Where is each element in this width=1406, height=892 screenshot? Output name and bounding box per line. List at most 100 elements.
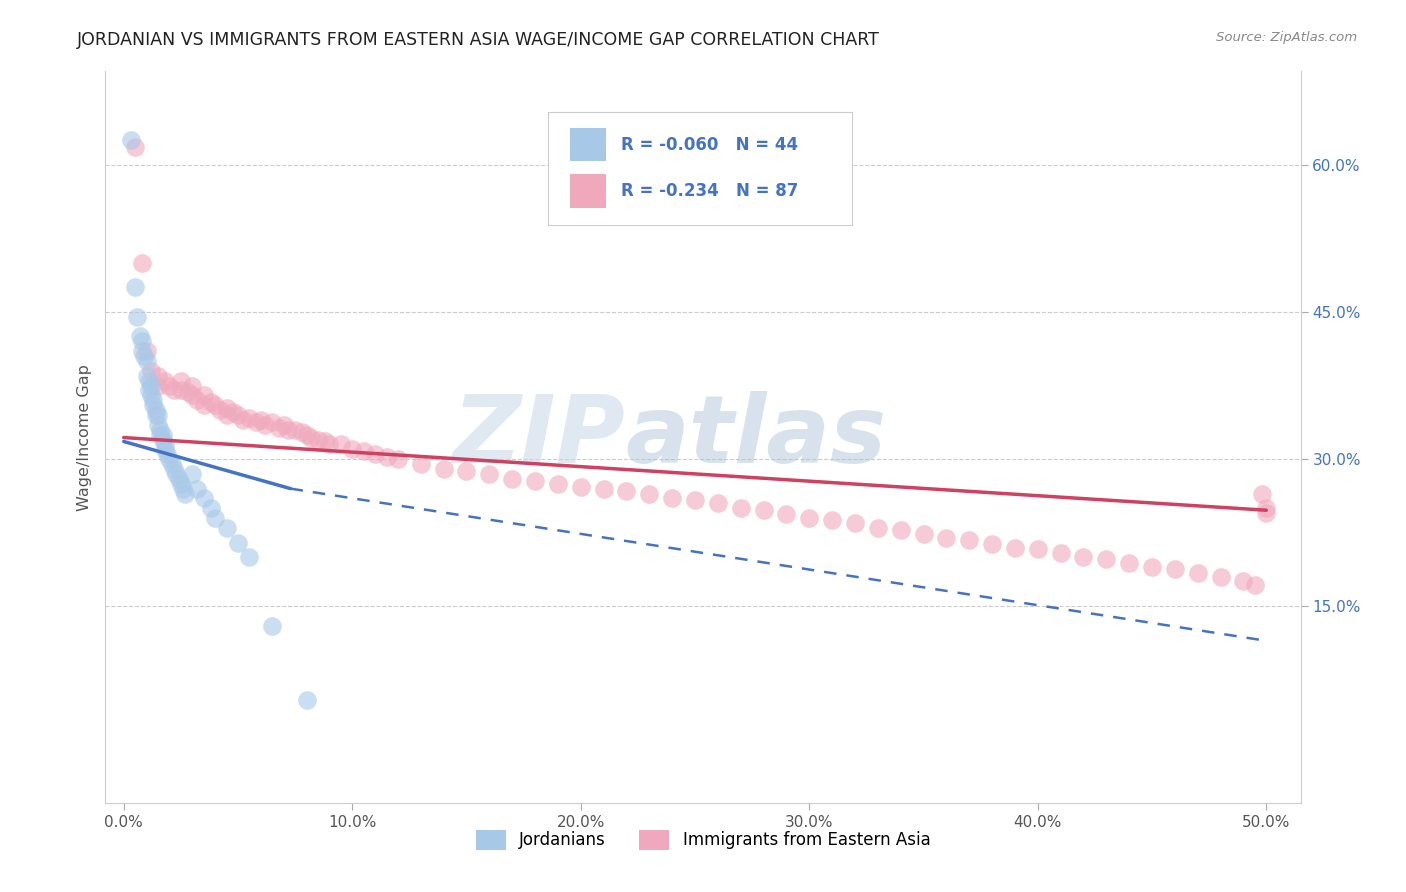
Point <box>262 415 284 429</box>
Point <box>204 511 226 525</box>
Y-axis label: Wage/Income Gap: Wage/Income Gap <box>76 364 91 510</box>
Point <box>1026 542 1049 557</box>
Point <box>174 486 197 500</box>
Point <box>409 457 432 471</box>
Point <box>153 437 176 451</box>
Text: Source: ZipAtlas.com: Source: ZipAtlas.com <box>1216 31 1357 45</box>
Point <box>269 421 291 435</box>
Point <box>170 374 193 388</box>
Point <box>141 378 163 392</box>
Text: ZIP: ZIP <box>453 391 626 483</box>
Point <box>208 403 231 417</box>
Point <box>329 437 352 451</box>
Point <box>193 388 215 402</box>
Point <box>547 476 569 491</box>
Point <box>153 442 176 457</box>
Point <box>204 398 226 412</box>
Point <box>307 433 329 447</box>
Text: R = -0.234   N = 87: R = -0.234 N = 87 <box>620 182 799 201</box>
Point <box>145 408 167 422</box>
Point <box>165 467 187 481</box>
Point <box>273 417 295 432</box>
Point <box>250 413 273 427</box>
Point <box>232 413 254 427</box>
Point <box>1187 566 1209 580</box>
Point <box>181 467 204 481</box>
Point <box>524 474 547 488</box>
Point <box>1256 506 1278 520</box>
Text: atlas: atlas <box>626 391 887 483</box>
Point <box>318 437 340 451</box>
Point <box>254 417 277 432</box>
Point <box>1049 546 1071 560</box>
Point <box>159 452 181 467</box>
Point <box>981 536 1004 550</box>
Point <box>821 513 844 527</box>
Point <box>142 398 165 412</box>
Point <box>1243 578 1265 592</box>
Point <box>299 431 322 445</box>
Point <box>592 482 614 496</box>
Point <box>141 364 163 378</box>
Point <box>146 417 169 432</box>
Point <box>149 427 172 442</box>
Point <box>200 395 222 409</box>
Point <box>935 531 957 545</box>
Point <box>501 472 523 486</box>
Point <box>193 398 215 412</box>
Point <box>1095 552 1118 566</box>
Point <box>387 452 409 467</box>
Point <box>245 415 267 429</box>
Point <box>138 374 160 388</box>
Point <box>238 411 260 425</box>
Point <box>156 447 179 461</box>
Point <box>135 354 157 368</box>
Point <box>163 384 186 398</box>
Point <box>134 349 156 363</box>
Point <box>1118 556 1140 570</box>
Text: JORDANIAN VS IMMIGRANTS FROM EASTERN ASIA WAGE/INCOME GAP CORRELATION CHART: JORDANIAN VS IMMIGRANTS FROM EASTERN ASI… <box>77 31 880 49</box>
Point <box>146 368 169 383</box>
Text: R = -0.060   N = 44: R = -0.060 N = 44 <box>620 136 797 153</box>
Point <box>159 378 181 392</box>
Point <box>170 384 193 398</box>
Point <box>569 480 592 494</box>
Point <box>277 423 299 437</box>
Bar <box>571 128 606 161</box>
Point <box>186 482 208 496</box>
Point <box>353 444 375 458</box>
Point <box>957 533 980 547</box>
Point <box>131 344 153 359</box>
Point <box>181 388 204 402</box>
Point <box>153 374 176 388</box>
Bar <box>571 175 606 208</box>
Point <box>1140 560 1163 574</box>
Point <box>456 464 478 478</box>
Point <box>215 401 238 416</box>
Point <box>181 378 204 392</box>
Point <box>145 403 167 417</box>
Point <box>342 442 364 457</box>
Point <box>135 368 157 383</box>
Point <box>128 329 150 343</box>
Point <box>170 476 193 491</box>
Point <box>167 472 190 486</box>
Point <box>364 447 387 461</box>
Point <box>131 256 153 270</box>
Point <box>752 503 775 517</box>
Point <box>844 516 866 530</box>
Point <box>149 423 172 437</box>
Point <box>1209 570 1232 584</box>
Point <box>141 388 163 402</box>
Point <box>135 344 157 359</box>
Point <box>638 486 661 500</box>
Point <box>912 526 935 541</box>
Point <box>1250 486 1272 500</box>
Point <box>1073 550 1095 565</box>
Point <box>131 334 153 349</box>
Point <box>152 433 174 447</box>
Point <box>222 405 245 419</box>
Point <box>262 619 284 633</box>
Point <box>683 493 706 508</box>
Point <box>314 434 336 449</box>
